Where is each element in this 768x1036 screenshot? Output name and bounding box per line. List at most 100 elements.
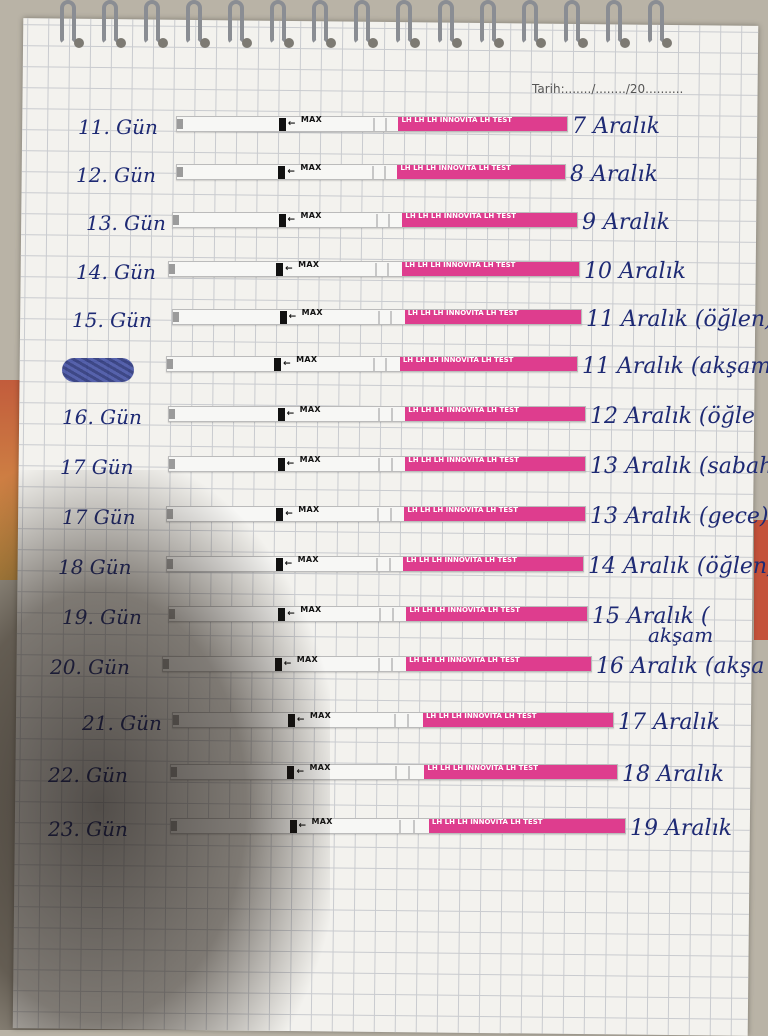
spiral-ring bbox=[648, 0, 664, 44]
date-note: 7 Aralık bbox=[572, 114, 660, 139]
binding-hole bbox=[662, 38, 672, 48]
binding-hole bbox=[620, 38, 630, 48]
lh-test-strip: ← MAX LH LH LH INNOVITA LH TEST bbox=[166, 506, 586, 522]
spiral-ring bbox=[312, 0, 328, 44]
strip-brand-label: LH LH LH INNOVITA LH TEST bbox=[403, 557, 583, 571]
date-note: 10 Aralık bbox=[584, 259, 686, 284]
day-label: 14. Gün bbox=[76, 260, 156, 284]
spiral-ring bbox=[186, 0, 202, 44]
arrow-icon: ← bbox=[286, 459, 295, 469]
log-row: 14. Gün ← MAX LH LH LH INNOVITA LH TEST 10 A… bbox=[0, 257, 768, 297]
arrow-icon: ← bbox=[287, 167, 295, 177]
strip-result-line bbox=[376, 558, 378, 571]
strip-result-line bbox=[408, 766, 411, 779]
strip-absorbent-end bbox=[167, 359, 173, 369]
strip-result-line bbox=[378, 458, 380, 471]
date-note: 18 Aralık bbox=[622, 762, 724, 787]
strip-result-line bbox=[390, 458, 393, 471]
strip-result-line bbox=[387, 263, 390, 276]
day-label: 11. Gün bbox=[78, 115, 158, 139]
lh-test-strip: ← MAX LH LH LH INNOVITA LH TEST bbox=[172, 309, 582, 325]
date-note: 13 Aralık (gece) bbox=[590, 504, 768, 529]
binding-hole bbox=[158, 38, 168, 48]
arrow-icon: ← bbox=[285, 509, 293, 519]
strip-result-line bbox=[388, 214, 391, 227]
strip-absorbent-end bbox=[167, 509, 173, 519]
strip-max-label: MAX bbox=[311, 817, 333, 826]
strip-result-line bbox=[412, 820, 415, 833]
strip-brand-label: LH LH LH INNOVITA LH TEST bbox=[406, 657, 591, 671]
strip-black-marker bbox=[274, 658, 282, 671]
log-row: 20. Gün ← MAX LH LH LH INNOVITA LH TEST 16 A… bbox=[0, 652, 768, 692]
strip-result-line bbox=[378, 658, 380, 671]
arrow-icon: ← bbox=[283, 359, 291, 369]
spiral-ring bbox=[102, 0, 118, 44]
strip-black-marker bbox=[276, 508, 284, 521]
strip-brand-label: LH LH LH INNOVITA LH TEST bbox=[404, 507, 585, 521]
arrow-icon: ← bbox=[284, 559, 293, 569]
strip-absorbent-end bbox=[173, 715, 179, 725]
arrow-icon: ← bbox=[296, 715, 305, 725]
strip-result-line bbox=[378, 408, 380, 421]
log-row: 22. Gün ← MAX LH LH LH INNOVITA LH TEST 18 A… bbox=[0, 760, 768, 800]
log-row: 23. Gün ← MAX LH LH LH INNOVITA LH TEST 19 A… bbox=[0, 814, 768, 854]
strip-result-line bbox=[390, 311, 393, 324]
strip-result-line bbox=[384, 118, 387, 131]
strip-result-line bbox=[379, 608, 381, 621]
arrow-icon: ← bbox=[287, 215, 296, 225]
spiral-ring bbox=[606, 0, 622, 44]
strip-black-marker bbox=[278, 608, 286, 621]
log-row: 21. Gün ← MAX LH LH LH INNOVITA LH TEST 17 A… bbox=[0, 708, 768, 748]
day-label: 16. Gün bbox=[62, 405, 142, 429]
date-note: 19 Aralık bbox=[630, 816, 732, 841]
spiral-ring bbox=[438, 0, 454, 44]
strip-max-label: MAX bbox=[299, 455, 321, 464]
date-note: 13 Aralık (sabah) bbox=[590, 454, 768, 479]
lh-test-strip: ← MAX LH LH LH INNOVITA LH TEST bbox=[172, 212, 578, 228]
arrow-icon: ← bbox=[287, 609, 295, 619]
strip-black-marker bbox=[277, 458, 285, 471]
strip-result-line bbox=[373, 358, 375, 371]
binding-hole bbox=[368, 38, 378, 48]
strip-black-marker bbox=[279, 311, 287, 324]
lh-test-strip: ← MAX LH LH LH INNOVITA LH TEST bbox=[168, 456, 586, 472]
strip-brand-label: LH LH LH INNOVITA LH TEST bbox=[406, 607, 587, 621]
binding-hole bbox=[116, 38, 126, 48]
strip-brand-label: LH LH LH INNOVITA LH TEST bbox=[422, 713, 613, 727]
strip-max-label: MAX bbox=[299, 405, 321, 414]
lh-test-strip: ← MAX LH LH LH INNOVITA LH TEST bbox=[172, 712, 614, 728]
binding-hole bbox=[200, 38, 210, 48]
strip-black-marker bbox=[289, 820, 297, 833]
strip-max-label: MAX bbox=[300, 115, 323, 124]
strip-black-marker bbox=[277, 408, 285, 421]
strip-max-label: MAX bbox=[300, 163, 322, 172]
day-label: 19. Gün bbox=[62, 605, 142, 629]
binding-hole bbox=[242, 38, 252, 48]
strip-max-label: MAX bbox=[300, 605, 322, 614]
spiral-ring bbox=[522, 0, 538, 44]
strip-result-line bbox=[395, 766, 397, 779]
lh-test-strip: ← MAX LH LH LH INNOVITA LH TEST bbox=[168, 261, 580, 277]
date-note: 15 Aralık ( bbox=[592, 604, 710, 629]
arrow-icon: ← bbox=[296, 767, 305, 777]
strip-max-label: MAX bbox=[298, 505, 320, 514]
day-label: 13. Gün bbox=[86, 211, 166, 235]
strip-absorbent-end bbox=[169, 459, 175, 469]
strip-brand-label: LH LH LH INNOVITA LH TEST bbox=[398, 117, 567, 131]
day-label: 17 Gün bbox=[60, 455, 134, 479]
day-label: 22. Gün bbox=[48, 763, 128, 787]
date-note: 8 Aralık bbox=[570, 162, 658, 187]
extra-note: akşam bbox=[648, 623, 714, 647]
lh-test-strip: ← MAX LH LH LH INNOVITA LH TEST bbox=[176, 116, 568, 132]
log-row: 15. Gün ← MAX LH LH LH INNOVITA LH TEST 11 A… bbox=[0, 305, 768, 345]
spiral-ring bbox=[270, 0, 286, 44]
date-note: 17 Aralık bbox=[618, 710, 720, 735]
strip-max-label: MAX bbox=[301, 308, 323, 317]
strip-result-line bbox=[389, 508, 392, 521]
strip-black-marker bbox=[278, 166, 286, 179]
strip-result-line bbox=[385, 358, 388, 371]
lh-test-strip: ← MAX LH LH LH INNOVITA LH TEST bbox=[166, 356, 578, 372]
day-label: 21. Gün bbox=[82, 711, 162, 735]
strip-result-line bbox=[407, 714, 410, 727]
strip-black-marker bbox=[276, 263, 284, 276]
